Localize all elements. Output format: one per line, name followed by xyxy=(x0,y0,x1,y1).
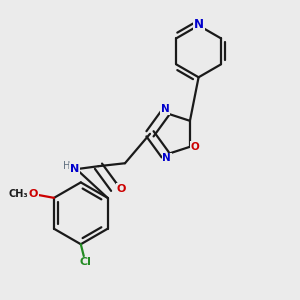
Text: O: O xyxy=(116,184,126,194)
Text: N: N xyxy=(70,164,80,174)
Text: Cl: Cl xyxy=(79,257,91,268)
Text: O: O xyxy=(29,189,38,199)
Text: O: O xyxy=(191,142,200,152)
Text: CH₃: CH₃ xyxy=(9,189,28,199)
Text: H: H xyxy=(63,160,71,171)
Text: N: N xyxy=(162,153,171,163)
Text: N: N xyxy=(194,18,204,31)
Text: N: N xyxy=(161,104,170,114)
